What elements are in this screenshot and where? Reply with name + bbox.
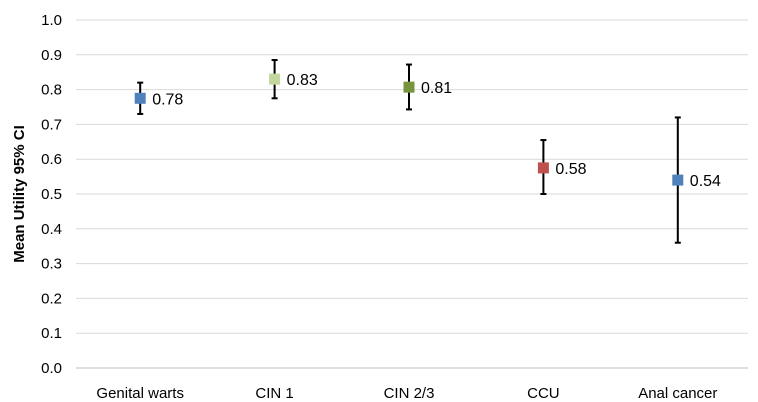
y-tick-label: 0.6	[41, 151, 62, 168]
y-tick-label: 0.5	[41, 186, 62, 203]
y-tick-label: 1.0	[41, 12, 62, 29]
y-tick-label: 0.3	[41, 256, 62, 273]
data-label: 0.81	[421, 80, 452, 97]
data-marker	[537, 162, 549, 174]
y-tick-label: 0.4	[41, 221, 62, 238]
data-label: 0.58	[555, 161, 586, 178]
y-axis-ticks: 0.0 0.1 0.2 0.3 0.4 0.5 0.6 0.7 0.8 0.9 1.0	[41, 12, 62, 377]
y-tick-label: 0.0	[41, 360, 62, 377]
y-axis-title: Mean Utility 95% CI	[11, 125, 28, 263]
data-marker	[134, 92, 146, 104]
data-marker	[403, 81, 415, 93]
x-category-label: Anal cancer	[638, 385, 717, 402]
data-label: 0.54	[690, 173, 721, 190]
x-category-label: CCU	[527, 385, 560, 402]
y-tick-label: 0.9	[41, 47, 62, 64]
data-marker	[672, 174, 684, 186]
gridlines	[76, 19, 748, 369]
y-tick-label: 0.1	[41, 325, 62, 342]
x-category-label: CIN 2/3	[384, 385, 435, 402]
y-tick-label: 0.7	[41, 116, 62, 133]
x-category-label: Genital warts	[96, 385, 184, 402]
x-category-label: CIN 1	[255, 385, 293, 402]
x-axis-categories: Genital warts CIN 1 CIN 2/3 CCU Anal cancer	[96, 385, 717, 402]
data-label: 0.78	[152, 91, 183, 108]
data-marker	[269, 73, 281, 85]
data-label: 0.83	[287, 72, 318, 89]
y-tick-label: 0.2	[41, 290, 62, 307]
data-points: 0.78 0.83 0.81 0.58 0.54	[134, 59, 721, 244]
y-tick-label: 0.8	[41, 82, 62, 99]
